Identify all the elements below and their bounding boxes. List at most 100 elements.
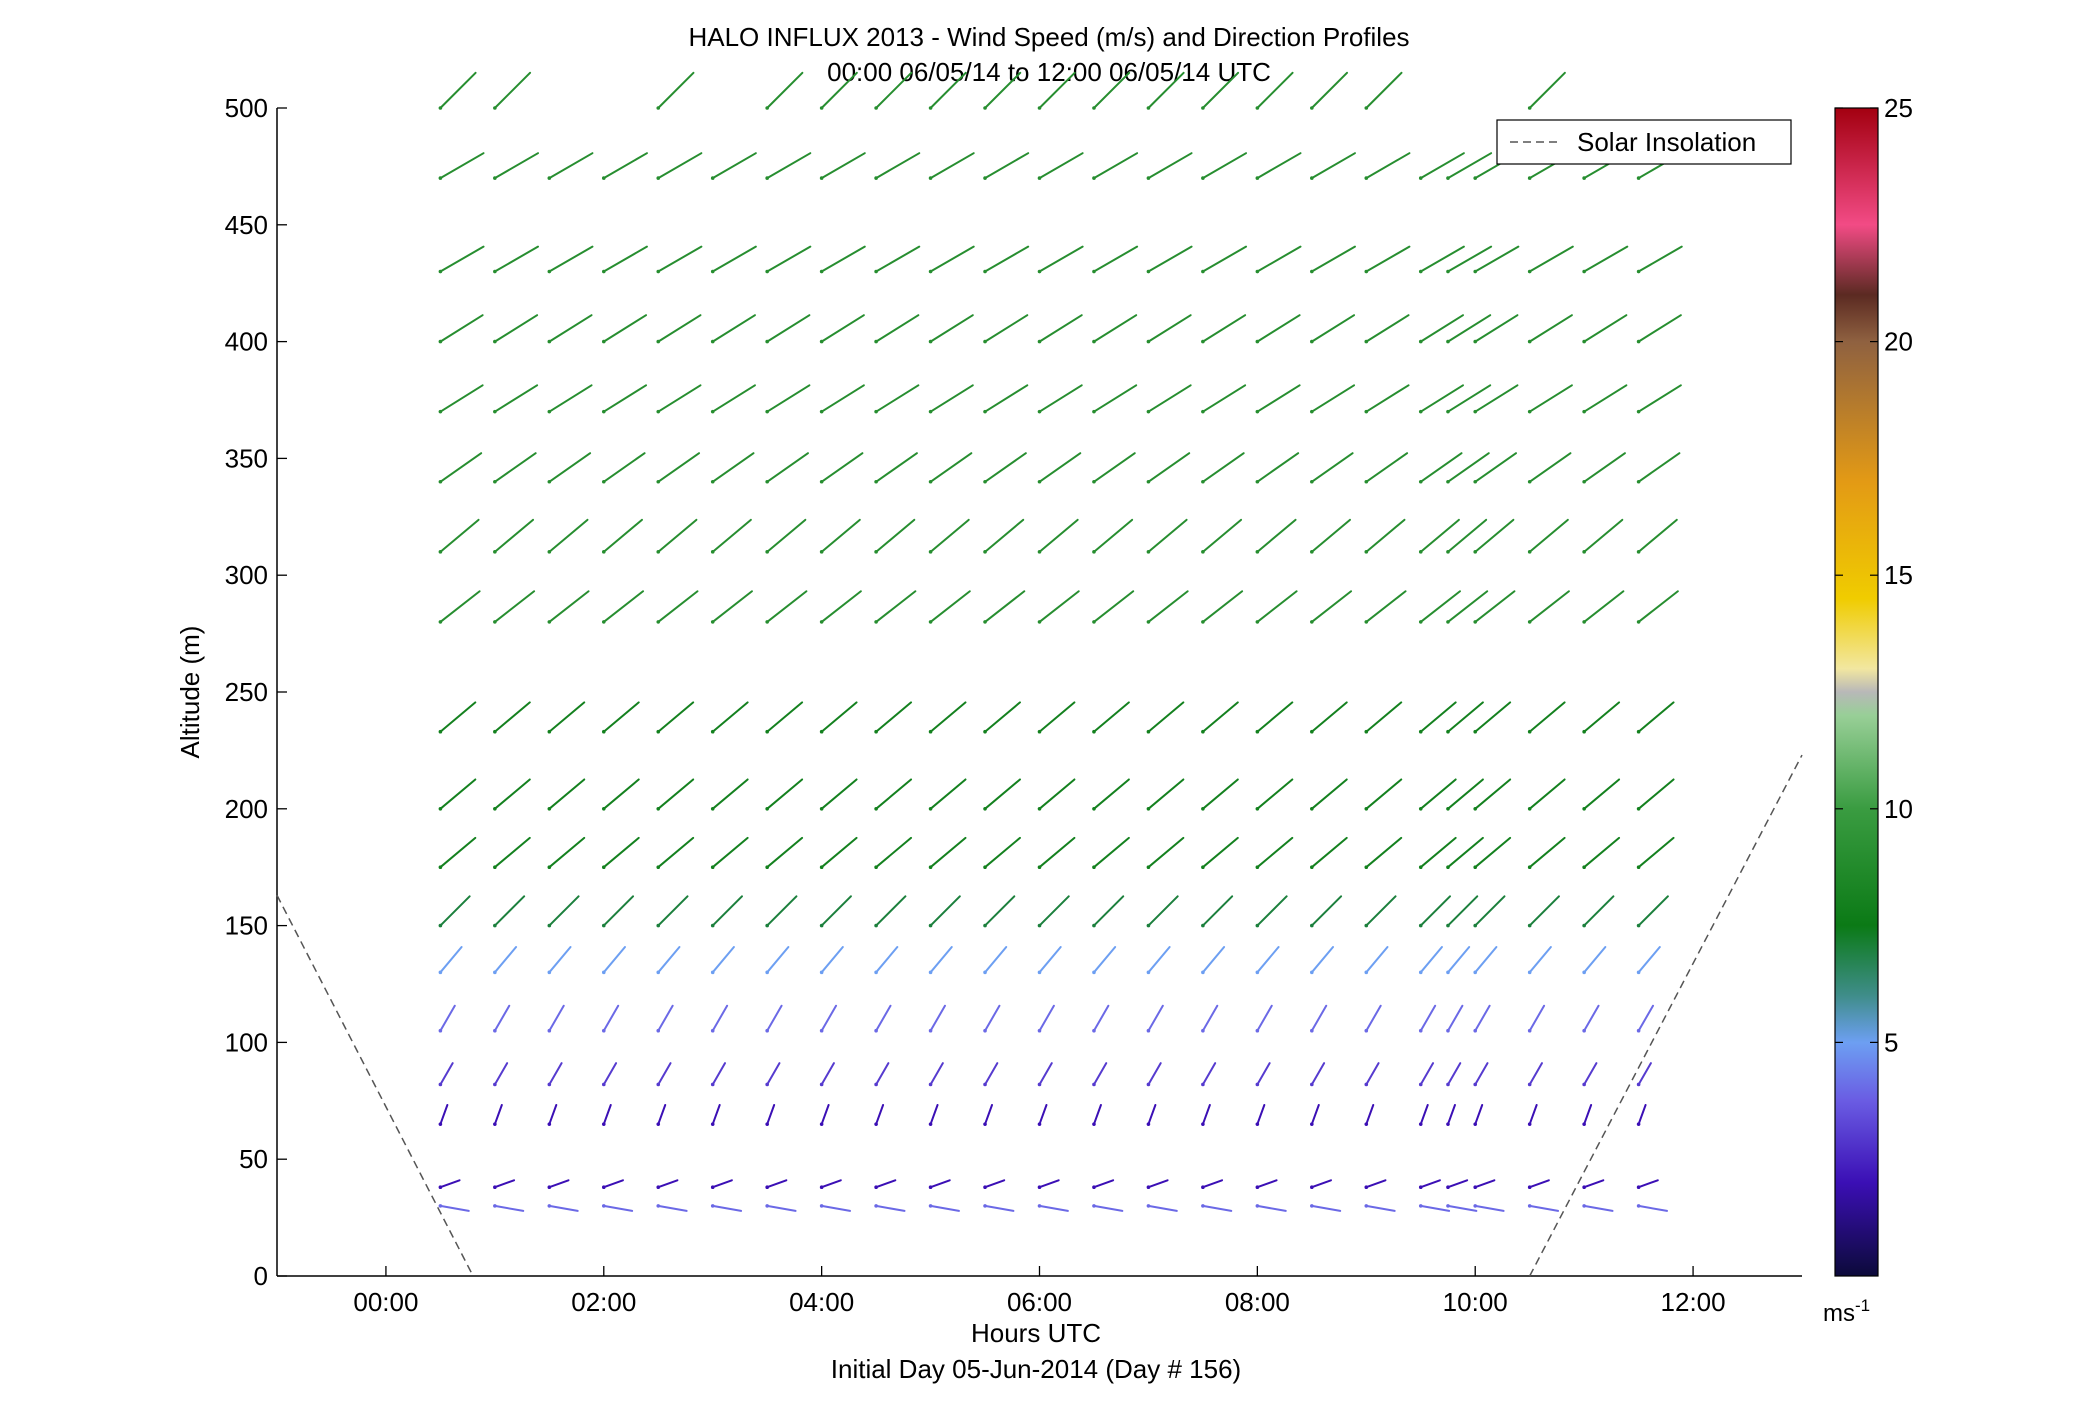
wind-barb-origin [1364,1028,1369,1033]
wind-barb-origin [1636,1185,1641,1190]
wind-barb [1092,946,1117,974]
wind-barb [1583,314,1628,343]
wind-barb [820,778,858,810]
wind-barb-origin [1092,269,1096,274]
wind-barb-origin [874,550,878,554]
wind-barb-origin [874,339,878,344]
wind-barb [820,1103,830,1126]
wind-barb-origin [1418,339,1423,344]
wind-barb [1446,152,1493,180]
wind-barb [1365,245,1411,273]
wind-barb [1310,314,1356,343]
wind-barb-origin [656,1185,661,1190]
wind-barb-origin [1418,923,1423,928]
wind-barb-origin [1037,1204,1042,1208]
wind-barb-origin [819,970,824,975]
solar-insolation-lines [276,754,1803,1277]
wind-barb [1310,1179,1332,1189]
wind-barb-origin [1582,1122,1586,1126]
wind-barb [602,452,646,483]
wind-barb [1201,452,1245,483]
wind-barb [1446,836,1484,869]
wind-barb-origin [928,550,933,554]
wind-barb-origin [928,1028,933,1033]
wind-barb [1147,518,1188,553]
colorbar-unit-base: ms [1823,1300,1855,1327]
wind-barb [711,701,749,733]
wind-barb-origin [710,1204,715,1208]
wind-barb [875,895,907,927]
wind-barb-origin [819,550,824,554]
wind-barb-origin [1446,176,1450,180]
wind-barb [1201,836,1239,869]
y-tick-label: 100 [225,1027,268,1057]
wind-barb [493,1062,509,1086]
wind-barb [875,1179,897,1189]
wind-barb-origin [1037,970,1042,975]
wind-barb-origin [765,620,769,624]
wind-barb [1583,245,1629,273]
wind-barb-origin [1364,269,1369,274]
wind-barb [1256,1204,1287,1212]
x-tick-label: 00:00 [353,1287,418,1317]
wind-barb-origin [1255,339,1260,344]
wind-barb-origin [1037,1082,1042,1087]
wind-barb [1583,895,1615,927]
wind-barb [820,245,866,273]
wind-barb-origin [928,479,933,484]
wind-barb [1092,314,1138,343]
wind-barb [1637,1004,1655,1032]
wind-barb-origin [1092,106,1096,110]
wind-barb-origin [710,865,715,869]
wind-barb [875,1062,890,1086]
wind-barb-origin [547,479,552,484]
wind-barb-origin [438,1122,443,1126]
wind-barb-origin [1255,1122,1260,1126]
wind-barb-origin [928,729,933,734]
wind-barb-origin [983,1185,987,1190]
wind-barb-origin [819,1185,824,1190]
wind-barb [1419,701,1457,733]
wind-barb-origin [656,106,661,110]
wind-barb [1528,590,1570,623]
wind-barb-origin [493,620,497,624]
wind-barb [1092,384,1138,413]
colorbar-tick-label: 15 [1884,560,1913,590]
wind-barb [1474,1204,1505,1212]
wind-barb-origin [1446,1122,1450,1126]
wind-barb [493,314,539,343]
wind-barb-origin [1037,106,1042,110]
wind-barb-origin [656,550,661,554]
wind-barb-origin [438,620,443,624]
wind-barb [711,895,743,927]
wind-barb [1583,590,1625,623]
wind-barb [1256,590,1298,623]
wind-barb-origin [983,176,987,180]
wind-barb-origin [1037,865,1042,869]
wind-barb-origin [1636,970,1641,975]
wind-barb-origin [1636,729,1641,734]
wind-barb-origin [1201,176,1205,180]
wind-barb-origin [601,923,606,928]
wind-barb-origin [1636,479,1641,484]
wind-barb [602,590,645,623]
wind-barb [1365,1204,1396,1212]
wind-barb-origin [1201,729,1205,734]
wind-barb-origin [1636,923,1641,928]
wind-barb-origin [1255,970,1260,975]
wind-barb [766,701,804,733]
wind-barb [1446,946,1471,974]
wind-barb [1528,895,1560,927]
wind-barb [602,1103,612,1126]
wind-barb [548,1179,570,1189]
wind-barb-origin [819,339,824,344]
wind-barb-origin [874,106,878,110]
wind-barb [1637,314,1682,343]
wind-barb [657,71,695,109]
wind-barb-origin [1446,620,1450,624]
wind-barb [1365,1004,1382,1032]
wind-barb [1038,518,1079,553]
wind-barb-origin [928,409,933,414]
wind-barb-origin [1201,1122,1205,1126]
